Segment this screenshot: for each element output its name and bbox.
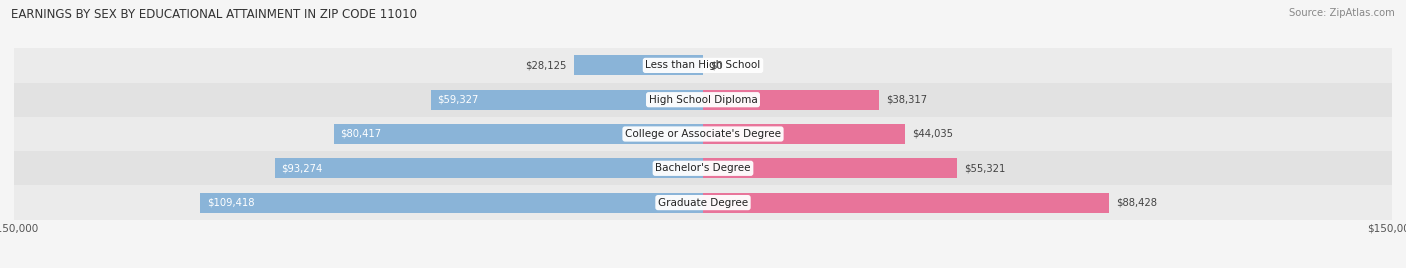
Text: $38,317: $38,317 xyxy=(886,95,927,105)
Text: Source: ZipAtlas.com: Source: ZipAtlas.com xyxy=(1289,8,1395,18)
Text: Graduate Degree: Graduate Degree xyxy=(658,198,748,208)
Bar xyxy=(14,83,1392,117)
Text: EARNINGS BY SEX BY EDUCATIONAL ATTAINMENT IN ZIP CODE 11010: EARNINGS BY SEX BY EDUCATIONAL ATTAINMEN… xyxy=(11,8,418,21)
Text: $28,125: $28,125 xyxy=(526,60,567,70)
Text: Bachelor's Degree: Bachelor's Degree xyxy=(655,163,751,173)
Bar xyxy=(14,151,1392,185)
Text: $59,327: $59,327 xyxy=(437,95,479,105)
Bar xyxy=(703,193,1109,213)
Bar xyxy=(574,55,703,75)
Bar xyxy=(274,158,703,178)
Bar xyxy=(14,48,1392,83)
Bar xyxy=(201,193,703,213)
Text: $0: $0 xyxy=(710,60,723,70)
Text: $80,417: $80,417 xyxy=(340,129,381,139)
Text: $44,035: $44,035 xyxy=(912,129,953,139)
Text: High School Diploma: High School Diploma xyxy=(648,95,758,105)
Bar xyxy=(14,117,1392,151)
Text: College or Associate's Degree: College or Associate's Degree xyxy=(626,129,780,139)
Text: $88,428: $88,428 xyxy=(1116,198,1157,208)
Bar xyxy=(430,90,703,110)
Bar xyxy=(703,158,957,178)
Bar xyxy=(333,124,703,144)
Bar xyxy=(703,124,905,144)
Text: $55,321: $55,321 xyxy=(965,163,1005,173)
Bar xyxy=(703,90,879,110)
Text: Less than High School: Less than High School xyxy=(645,60,761,70)
Text: $109,418: $109,418 xyxy=(207,198,254,208)
Bar xyxy=(14,185,1392,220)
Text: $93,274: $93,274 xyxy=(281,163,323,173)
